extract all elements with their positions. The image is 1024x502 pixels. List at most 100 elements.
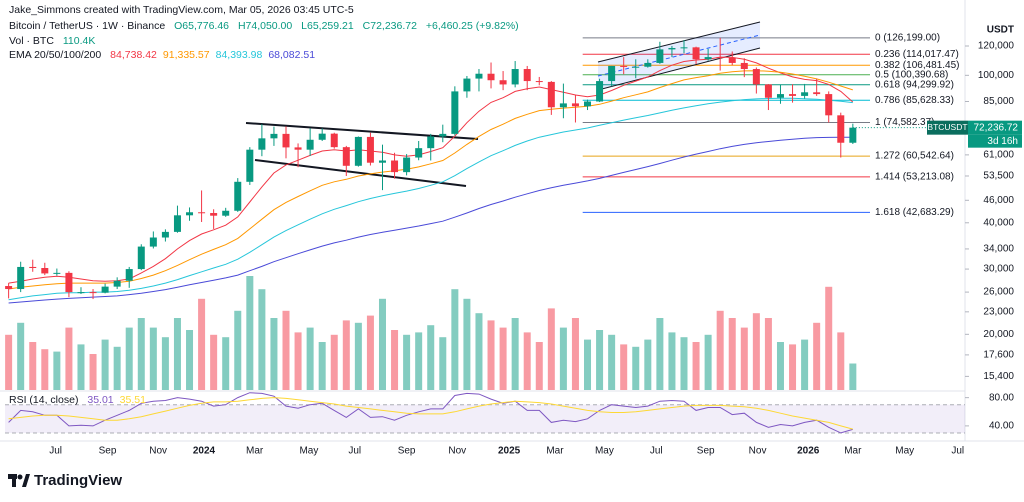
rsi-layer: 80.00 40.00 [5, 392, 1014, 434]
candle-body [101, 286, 109, 293]
volume-bar [149, 327, 157, 390]
volume-bar [403, 334, 411, 390]
candle-body [584, 101, 592, 107]
volume-bar [825, 286, 833, 390]
volume-bar [656, 318, 664, 390]
x-tick-label: Mar [844, 446, 862, 457]
volume-bar [65, 327, 73, 390]
volume-bar [547, 308, 555, 390]
volume-bar [270, 318, 278, 390]
volume-bar [294, 332, 302, 390]
candle-body [764, 84, 772, 98]
fib-label: 0.382 (106,481.45) [875, 60, 960, 71]
candle-body [475, 73, 483, 79]
x-tick-label: Sep [697, 446, 715, 457]
volume-bar [728, 318, 736, 390]
volume-bar [17, 322, 25, 390]
volume-bar [789, 344, 797, 390]
fib-label: 0.236 (114,017.47) [875, 49, 959, 60]
candle-body [415, 148, 423, 158]
candle-body [113, 280, 121, 287]
ohlc-value: H74,050.00 [237, 20, 293, 32]
candle-body [125, 269, 133, 281]
volume-bar [596, 330, 604, 390]
candle-body [330, 133, 338, 148]
y-tick-label: 23,000 [983, 306, 1014, 317]
volume-bar [246, 276, 254, 390]
volume-bar [523, 332, 531, 390]
x-tick-label: Nov [448, 446, 466, 457]
candle-body [644, 62, 652, 67]
volume-bar [77, 344, 85, 390]
volume-bar [306, 327, 314, 390]
price-tag-countdown: 3d 16h [987, 136, 1018, 147]
candle-body [825, 94, 833, 116]
volume-bar [801, 339, 809, 390]
candle-body [294, 147, 302, 150]
candle-body [523, 69, 531, 82]
ohlc-change: +6,460.25 (+9.82%) [425, 20, 519, 32]
volume-bar [173, 318, 181, 390]
volume-bar [439, 337, 447, 390]
candle-body [716, 57, 724, 59]
candle-body [137, 246, 145, 270]
volume-bar [318, 342, 326, 390]
ema-line [8, 136, 853, 304]
volume-bar [499, 327, 507, 390]
candle-body [354, 136, 362, 166]
candle-body [366, 136, 374, 163]
volume-bar [764, 318, 772, 390]
volume-bar [704, 334, 712, 390]
volume-bar [535, 342, 543, 390]
candle-body [692, 47, 700, 60]
volume-bar [620, 344, 628, 390]
price-tag-bg [968, 120, 1022, 135]
y-tick-label: 26,000 [983, 287, 1014, 298]
candle-body [620, 65, 628, 67]
candle-body [728, 57, 736, 63]
x-tick-label: Mar [546, 446, 564, 457]
candle-body [668, 48, 676, 50]
ema-value: 84,738.42 [110, 49, 157, 61]
candle-body [17, 266, 25, 290]
candle-body [222, 210, 230, 216]
candle-body [210, 213, 218, 216]
volume-bar [89, 354, 97, 390]
volume-bar [813, 322, 821, 390]
volume-bar [354, 322, 362, 390]
axis-layer: USDT 120,000 100,000 85,000 61,000 53,500 46,0… [49, 25, 1022, 457]
candle-body [837, 115, 845, 143]
volume-bar [113, 346, 121, 390]
chart-title: Bitcoin / TetherUS · 1W · Binance [9, 20, 166, 32]
candle-body [318, 133, 326, 140]
rsi-line [8, 392, 853, 434]
candle-body [53, 272, 61, 274]
candle-body [776, 94, 784, 98]
x-tick-label: Sep [99, 446, 117, 457]
ohlc-value: L65,259.21 [301, 20, 354, 32]
fib-label: 0.786 (85,628.33) [875, 95, 954, 106]
candle-body [246, 149, 254, 182]
candle-body [849, 127, 857, 143]
candle-body [5, 286, 13, 290]
candle-body [89, 292, 97, 294]
price-tag-symbol: BTCUSDT [927, 122, 967, 132]
fib-label: 0.5 (100,390.68) [875, 69, 948, 80]
credit: Jake_Simmons created with TradingView.co… [9, 4, 360, 16]
y-tick-label: 100,000 [978, 70, 1015, 81]
volume-bar [366, 315, 374, 390]
candle-body [487, 73, 495, 81]
candle-body [547, 81, 555, 108]
volume-bar [463, 298, 471, 390]
trend-line [597, 21, 761, 63]
candle-body [511, 69, 519, 85]
volume-bar [378, 298, 386, 390]
logo-shape [12, 474, 16, 487]
candle-body [198, 212, 206, 214]
volume-bar [415, 332, 423, 390]
volume-bar [186, 330, 194, 390]
volume-bar [668, 332, 676, 390]
x-tick-label: Nov [149, 446, 167, 457]
volume-bar [752, 313, 760, 390]
